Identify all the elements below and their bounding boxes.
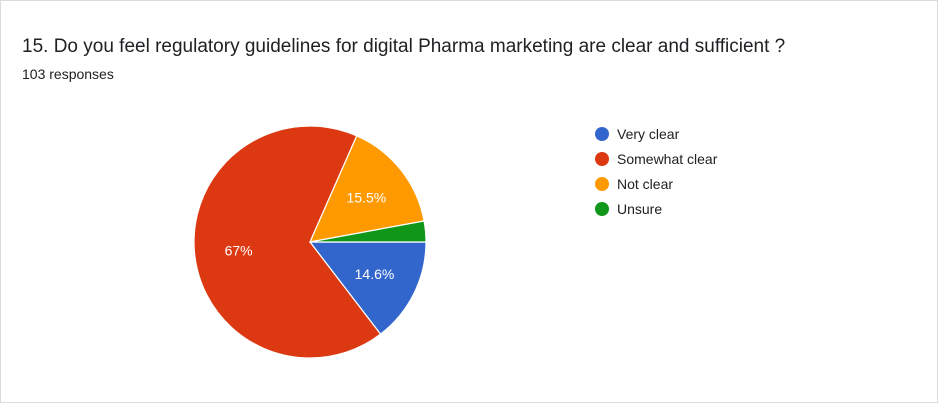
- slice-label-somewhat-clear: 67%: [225, 243, 253, 259]
- legend-item-unsure[interactable]: Unsure: [595, 196, 717, 221]
- pie-slice-unsure[interactable]: [309, 220, 427, 243]
- legend-label: Unsure: [617, 200, 663, 217]
- legend-swatch: [595, 151, 609, 166]
- legend-label: Not clear: [617, 175, 674, 192]
- slice-label-not-clear: 15.5%: [347, 189, 387, 205]
- legend-swatch: [595, 176, 609, 191]
- pie-slice-not-clear[interactable]: [308, 135, 425, 243]
- legend-swatch: [595, 201, 609, 216]
- legend-item-not-clear[interactable]: Not clear: [595, 171, 717, 196]
- pie-slice-very-clear[interactable]: [308, 241, 427, 335]
- legend-swatch: [595, 126, 609, 141]
- slice-label-very-clear: 14.6%: [355, 266, 395, 282]
- pie-slice-somewhat-clear[interactable]: [193, 125, 382, 359]
- question-title: 15. Do you feel regulatory guidelines fo…: [22, 36, 786, 57]
- legend-item-somewhat-clear[interactable]: Somewhat clear: [595, 146, 717, 171]
- chart-legend: Very clear Somewhat clear Not clear Unsure: [595, 121, 717, 221]
- legend-label: Very clear: [617, 125, 680, 142]
- response-count: 103 responses: [22, 66, 114, 82]
- legend-item-very-clear[interactable]: Very clear: [595, 121, 717, 146]
- legend-label: Somewhat clear: [617, 150, 718, 167]
